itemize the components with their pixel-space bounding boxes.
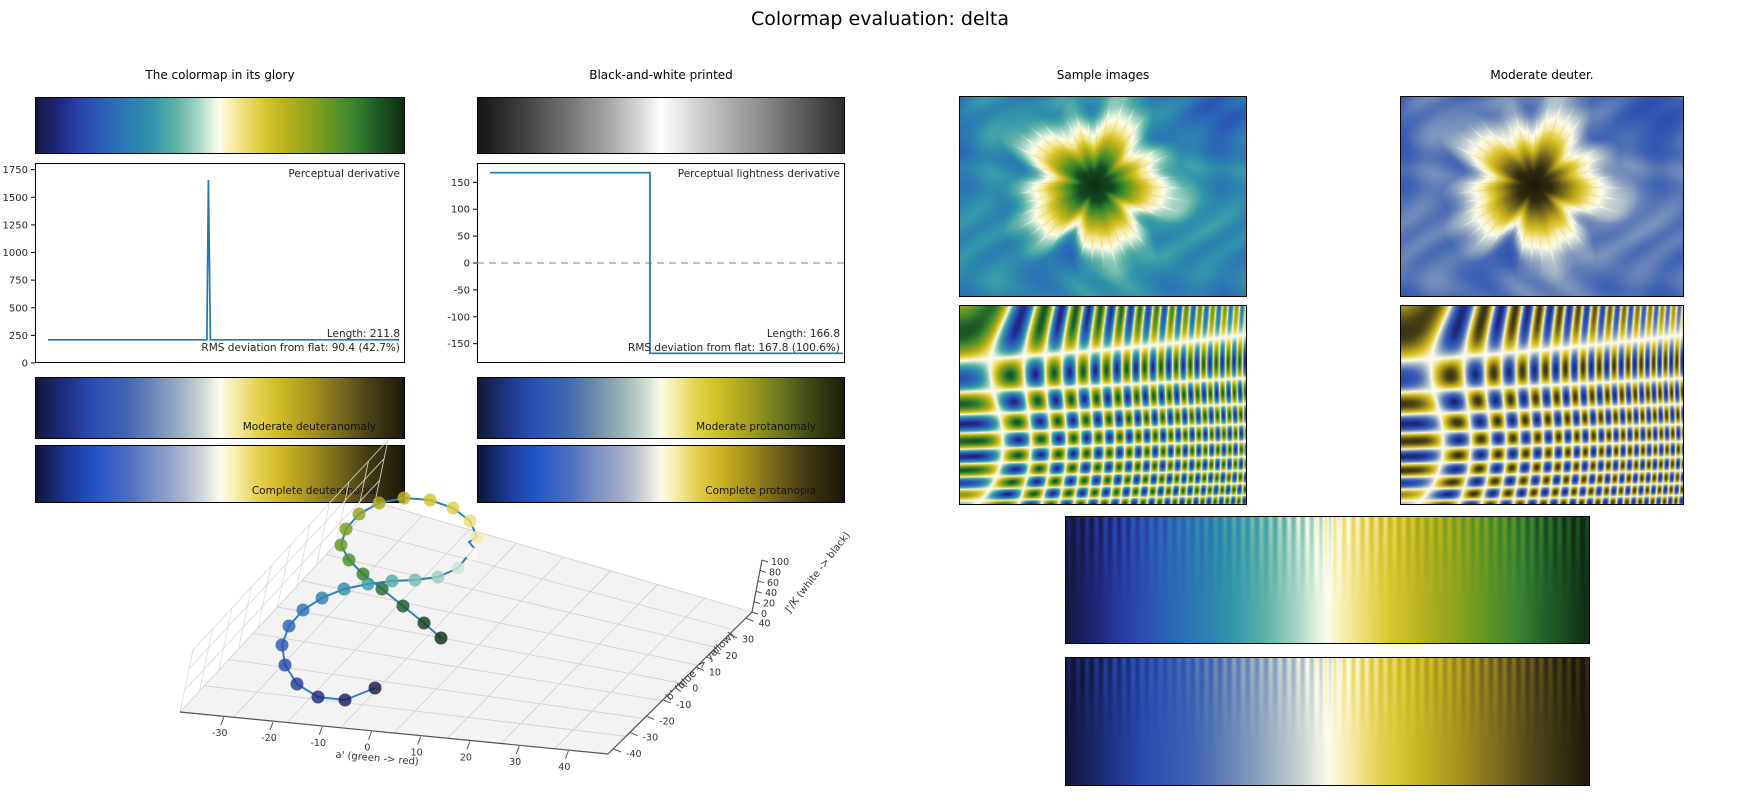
perceptual-derivative-plot: 0 250 500 750 1000 1250 1500 1750 Perceptual der… xyxy=(3,163,405,370)
tick-label: 150 xyxy=(451,178,470,189)
tick-label: 500 xyxy=(9,303,28,314)
colormap-path-points xyxy=(275,491,484,707)
cvd-bar-complete-protanopia: Complete protanopia xyxy=(477,445,845,503)
tick-label: 60 xyxy=(767,578,779,589)
tick-label: 100 xyxy=(771,557,789,568)
cvd-bar-moderate-deuteranomaly: Moderate deuteranomaly xyxy=(35,377,405,439)
tick-label: 40 xyxy=(558,762,570,773)
colormap-3d-plot: -30 -20 -10 0 10 20 30 40a' (green -> red) -40-3… xyxy=(179,439,853,773)
tick-label: 1000 xyxy=(3,248,28,259)
tick-label: -10 xyxy=(676,700,692,711)
glory-colorbar xyxy=(35,97,405,154)
tick-label: 40 xyxy=(765,588,777,599)
panel-deuter-samples-title: Moderate deuter. xyxy=(1490,68,1594,82)
bw-colorbar xyxy=(477,97,845,154)
cvd-bar-label: Complete deuteranopia xyxy=(251,485,376,497)
panel-samples-title: Sample images xyxy=(1056,68,1150,82)
tick-label: -40 xyxy=(626,749,642,760)
tick-label: 20 xyxy=(725,651,737,662)
tick-label: 1500 xyxy=(3,193,28,204)
tick-label: 10 xyxy=(709,667,721,678)
tick-label: 50 xyxy=(457,232,470,243)
sineramp-deuteranomaly xyxy=(1065,657,1590,786)
tick-label: 0 xyxy=(22,359,28,370)
tick-label: -20 xyxy=(261,733,277,744)
tick-label: 1750 xyxy=(3,165,28,176)
plot-inner-title: Perceptual derivative xyxy=(288,168,400,180)
tick-label: 0 xyxy=(464,259,470,270)
cvd-bar-label: Moderate protanomaly xyxy=(696,421,816,433)
tick-label: 40 xyxy=(759,618,771,629)
z-axis-label: J'/K (white -> black) xyxy=(783,530,853,616)
tick-label: 100 xyxy=(451,205,470,216)
tick-label: 750 xyxy=(9,276,28,287)
tick-label: -150 xyxy=(447,339,470,350)
tick-label: -50 xyxy=(454,285,470,296)
x-axis-label: a' (green -> red) xyxy=(335,750,419,768)
sineramp-normal xyxy=(1065,516,1590,644)
sample-image-sinusoid-pattern xyxy=(959,305,1247,505)
tick-label: 0 xyxy=(761,609,767,620)
figure-title: Colormap evaluation: delta xyxy=(750,8,1010,30)
tick-label: 0 xyxy=(364,743,370,754)
cvd-bar-moderate-protanomaly: Moderate protanomaly xyxy=(477,377,845,439)
panel-glory-title: The colormap in its glory xyxy=(145,68,295,82)
rms-annotation: RMS deviation from flat: 90.4 (42.7%) xyxy=(201,342,400,354)
length-annotation: Length: 211.8 xyxy=(327,328,400,340)
tick-label: -10 xyxy=(310,738,326,749)
tick-label: 30 xyxy=(742,635,754,646)
panel-bw-title: Black-and-white printed xyxy=(589,68,733,82)
deuter-image-sinusoid-pattern xyxy=(1400,305,1684,505)
plot-inner-title: Perceptual lightness derivative xyxy=(678,168,840,180)
deuter-image-terrain xyxy=(1400,96,1684,297)
tick-label: 20 xyxy=(460,752,472,763)
sample-image-terrain xyxy=(959,96,1247,297)
rms-annotation: RMS deviation from flat: 167.8 (100.6%) xyxy=(628,342,840,354)
cvd-bar-complete-deuteranopia: Complete deuteranopia xyxy=(35,445,405,503)
tick-label: 250 xyxy=(9,331,28,342)
tick-label: -30 xyxy=(643,733,659,744)
cvd-bar-label: Complete protanopia xyxy=(705,485,816,497)
lightness-derivative-plot: 150 100 50 0 -50 -100 -150 Perceptual lightness… xyxy=(447,163,845,363)
tick-label: 20 xyxy=(763,599,775,610)
length-annotation: Length: 166.8 xyxy=(767,328,840,340)
tick-label: 0 xyxy=(692,684,698,695)
tick-label: 30 xyxy=(509,757,521,768)
tick-label: -20 xyxy=(659,716,675,727)
tick-label: -30 xyxy=(212,728,228,739)
tick-label: 80 xyxy=(769,567,781,578)
tick-label: -100 xyxy=(447,312,470,323)
tick-label: 1250 xyxy=(3,220,28,231)
cvd-bar-label: Moderate deuteranomaly xyxy=(242,421,376,433)
tick-label: 10 xyxy=(411,748,423,759)
